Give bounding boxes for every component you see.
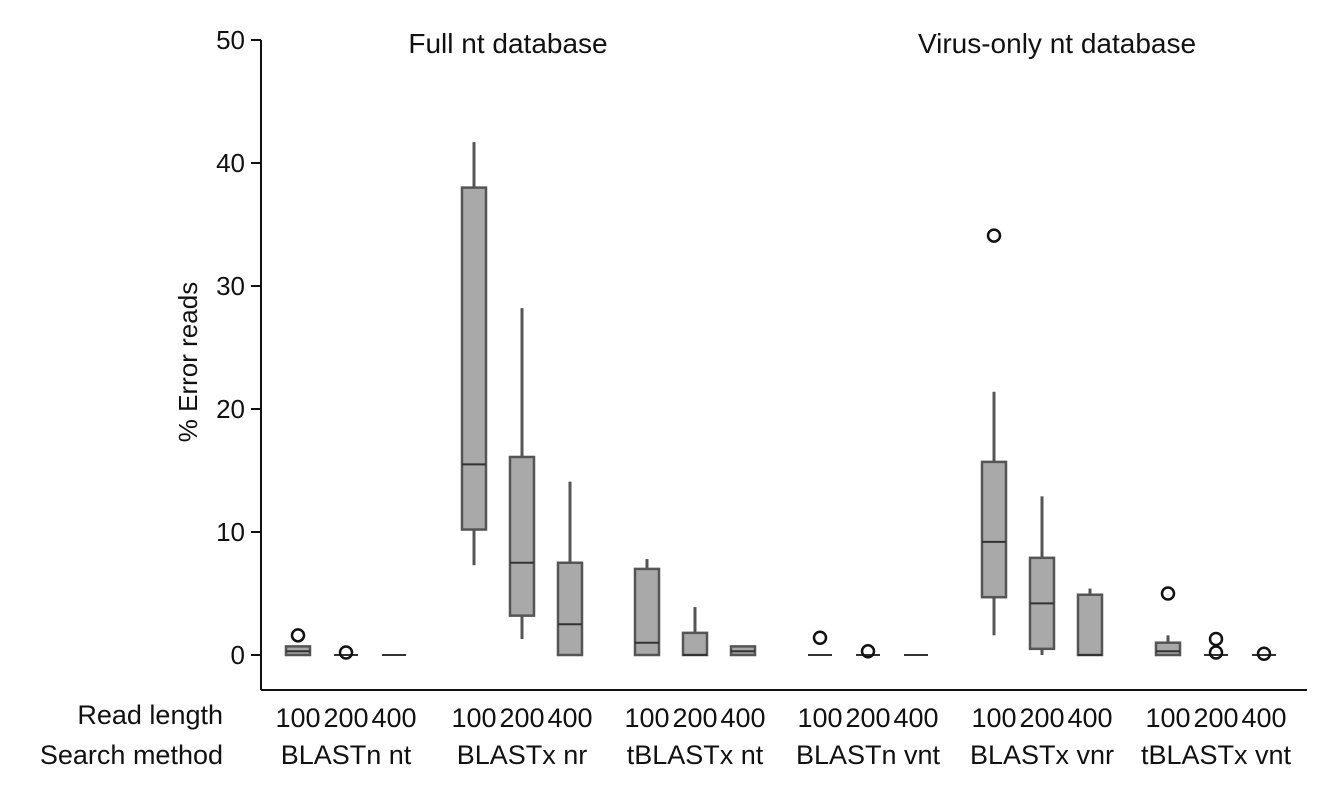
read-length-label: 400 xyxy=(1241,703,1286,733)
outlier-point xyxy=(290,628,306,643)
box-blastx-nr-400 xyxy=(556,481,584,657)
read-length-label: 400 xyxy=(720,703,765,733)
read-length-label: 400 xyxy=(547,703,592,733)
y-tick-label: 0 xyxy=(231,640,245,670)
box-iqr xyxy=(556,561,584,657)
box-tblastx-nt-400 xyxy=(729,645,757,657)
search-method-label: tBLASTx vnt xyxy=(1141,740,1292,770)
read-length-label: 100 xyxy=(797,703,842,733)
y-tick-label: 20 xyxy=(216,394,245,424)
box-iqr xyxy=(460,186,488,531)
search-method-label: BLASTx nr xyxy=(457,740,588,770)
box-tblastx-vnt-100 xyxy=(1154,586,1182,657)
box-iqr xyxy=(633,567,661,657)
box-iqr xyxy=(1076,593,1104,657)
box-blastx-nr-200 xyxy=(508,308,536,640)
read-length-label: 100 xyxy=(451,703,496,733)
y-tick-label: 40 xyxy=(216,148,245,178)
box-blastn-vnt-100 xyxy=(808,630,832,656)
box-blastx-vnr-100 xyxy=(980,228,1008,636)
box-blastx-vnr-200 xyxy=(1028,496,1056,655)
search-method-label: BLASTx vnr xyxy=(970,740,1114,770)
y-tick-label: 10 xyxy=(216,517,245,547)
read-length-label: 200 xyxy=(1019,703,1064,733)
search-method-label: tBLASTx nt xyxy=(627,740,764,770)
outlier-point xyxy=(1256,646,1272,662)
boxes xyxy=(284,142,1276,662)
box-blastn-nt-100 xyxy=(284,628,312,657)
read-length-label: 200 xyxy=(499,703,544,733)
outlier-point xyxy=(860,644,876,659)
read-length-label: 100 xyxy=(1145,703,1190,733)
box-blastx-vnr-400 xyxy=(1076,588,1104,657)
box-tblastx-nt-200 xyxy=(681,607,709,657)
y-tick-label: 50 xyxy=(216,25,245,55)
search-method-label: BLASTn vnt xyxy=(796,740,941,770)
outlier-point xyxy=(812,630,828,646)
box-tblastx-vnt-200 xyxy=(1204,631,1228,660)
axes xyxy=(260,40,1307,691)
read-length-label: 200 xyxy=(1193,703,1238,733)
row-label-read-length: Read length xyxy=(77,700,223,730)
box-tblastx-nt-100 xyxy=(633,559,661,657)
read-length-label: 200 xyxy=(845,703,890,733)
row-label-search-method: Search method xyxy=(40,740,223,770)
outlier-point xyxy=(1208,645,1224,660)
read-length-label: 200 xyxy=(672,703,717,733)
read-length-label: 400 xyxy=(893,703,938,733)
group-title-full-nt: Full nt database xyxy=(408,28,607,59)
outlier-point xyxy=(986,228,1002,243)
outlier-point xyxy=(338,645,354,660)
y-tick-label: 30 xyxy=(216,271,245,301)
box-iqr xyxy=(508,455,536,617)
search-method-label: BLASTn nt xyxy=(281,740,412,770)
read-length-label: 400 xyxy=(1067,703,1112,733)
read-length-label: 200 xyxy=(323,703,368,733)
y-ticks: 0 10 20 30 40 50 xyxy=(216,25,261,670)
read-length-label: 100 xyxy=(971,703,1016,733)
group-title-virus-only: Virus-only nt database xyxy=(918,28,1196,59)
box-iqr xyxy=(681,631,709,657)
box-tblastx-vnt-400 xyxy=(1252,646,1276,662)
box-blastx-nr-100 xyxy=(460,142,488,566)
box-blastn-vnt-200 xyxy=(856,644,880,659)
outlier-point xyxy=(1208,631,1224,647)
outlier-point xyxy=(1160,586,1176,601)
read-length-label: 100 xyxy=(275,703,320,733)
box-iqr xyxy=(980,460,1008,599)
read-length-label: 400 xyxy=(371,703,416,733)
y-axis-title: % Error reads xyxy=(173,282,203,442)
read-length-label: 100 xyxy=(624,703,669,733)
box-blastn-nt-200 xyxy=(334,645,358,660)
box-iqr xyxy=(1154,641,1182,657)
